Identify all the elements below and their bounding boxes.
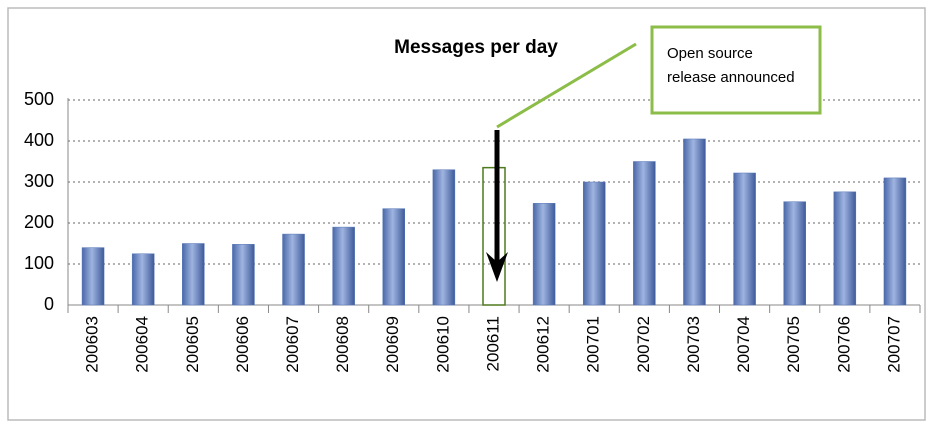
chart-title: Messages per day — [394, 37, 558, 58]
bar — [683, 138, 706, 306]
x-tick-label: 200611 — [483, 316, 502, 371]
bar — [482, 166, 506, 306]
bar — [883, 177, 907, 306]
x-tick-label: 200608 — [333, 316, 352, 373]
bar — [332, 226, 355, 306]
bar — [783, 201, 806, 306]
annotation: Open source release announced — [486, 25, 822, 282]
bar — [733, 172, 756, 306]
y-tick-label: 500 — [24, 89, 54, 109]
x-tick-label: 200605 — [183, 316, 202, 373]
y-tick-label: 0 — [44, 294, 54, 314]
x-tick-label: 200604 — [133, 316, 152, 373]
bar — [833, 191, 857, 306]
annotation-text: release announced — [667, 69, 795, 86]
x-tick-label: 200606 — [233, 316, 252, 373]
x-tick-label: 200705 — [784, 316, 803, 373]
x-tick-label: 200701 — [584, 316, 603, 373]
x-tick-label: 200702 — [634, 316, 653, 373]
y-tick-label: 400 — [24, 130, 54, 150]
y-tick-label: 100 — [24, 253, 54, 273]
x-tick-label: 200706 — [834, 316, 853, 373]
x-tick-label: 200610 — [433, 316, 452, 373]
bar — [532, 203, 556, 306]
x-tick-label: 200707 — [884, 316, 903, 373]
bar — [633, 161, 656, 306]
annotation-leader — [496, 42, 637, 129]
bar — [81, 247, 105, 306]
plot-area: 0 100 200 300 400 500 200603 200604 200605 200606… — [24, 89, 921, 373]
x-tick-label: 200612 — [534, 316, 553, 373]
bar — [382, 208, 406, 306]
bar — [432, 169, 456, 306]
bar — [131, 253, 155, 306]
bar — [232, 244, 255, 306]
y-tick-label: 300 — [24, 171, 54, 191]
bar — [182, 243, 205, 306]
x-tick-label: 200603 — [83, 316, 102, 373]
bar — [282, 233, 305, 306]
arrow-head — [486, 252, 508, 282]
x-tick-label: 200607 — [283, 316, 302, 373]
x-tick-label: 200609 — [383, 316, 402, 373]
bar — [582, 181, 606, 306]
x-tick-label: 200703 — [684, 316, 703, 373]
y-tick-label: 200 — [24, 212, 54, 232]
annotation-box — [650, 25, 822, 115]
x-tick-label: 200704 — [734, 316, 753, 373]
annotation-text: Open source — [667, 45, 753, 62]
